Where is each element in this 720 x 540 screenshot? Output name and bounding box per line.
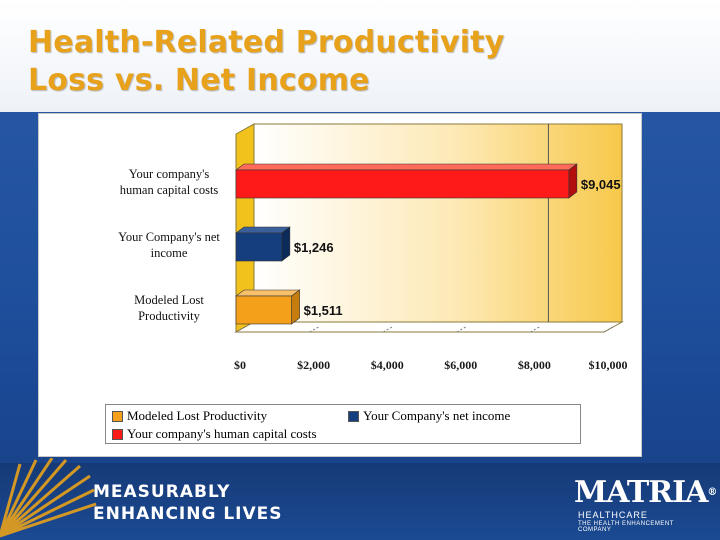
plot-floor xyxy=(234,321,624,333)
x-tick-label: $8,000 xyxy=(518,358,551,372)
x-tick-mark xyxy=(603,326,614,333)
data-label: $1,511 xyxy=(304,303,343,318)
footer-tagline: MEASURABLY ENHANCING LIVES xyxy=(93,481,283,525)
legend-swatch-lost-productivity xyxy=(112,410,123,422)
category-label: Your Company's net xyxy=(118,230,220,244)
slide-title-line-1: Health-Related Productivity xyxy=(28,25,505,60)
footer-bar xyxy=(0,463,720,540)
x-tick-label: $10,000 xyxy=(589,358,628,372)
bar xyxy=(235,232,283,262)
legend-item-human-capital: Your company's human capital costs xyxy=(112,426,317,442)
x-tick-mark xyxy=(382,326,393,333)
slide-title: Health-Related Productivity Loss vs. Net… xyxy=(28,24,504,100)
legend-label-lost-productivity: Modeled Lost Productivity xyxy=(127,408,268,423)
bar-side-face xyxy=(568,163,578,199)
plot-back-wall xyxy=(253,123,623,323)
x-tick-label: $4,000 xyxy=(371,358,404,372)
x-tick-mark xyxy=(530,326,540,333)
legend-swatch-net-income xyxy=(348,410,359,422)
logo-subtitle: HEALTHCARE xyxy=(578,510,648,520)
legend-item-net-income: Your Company's net income xyxy=(348,408,510,424)
data-label: $9,045 xyxy=(581,177,621,192)
bar-top-face xyxy=(235,226,291,234)
x-tick-label: $2,000 xyxy=(297,358,330,372)
header-background xyxy=(0,0,720,112)
bar xyxy=(235,295,292,325)
bar-side-face xyxy=(281,226,291,262)
category-label: Your company's xyxy=(129,167,210,181)
sunburst-logo-icon xyxy=(0,458,97,538)
logo-wordmark: MATRIA® xyxy=(574,475,717,510)
x-tick-mark xyxy=(235,326,246,333)
chart-panel: $0 $2,000 $4,000 $6,000 $8,000 $10,000 $9,045 Y… xyxy=(38,113,642,457)
legend-swatch-human-capital xyxy=(112,428,123,440)
data-label: $1,246 xyxy=(294,240,334,255)
bar-top-face xyxy=(235,163,578,171)
bar-chart: $0 $2,000 $4,000 $6,000 $8,000 $10,000 $9,045 Y… xyxy=(118,123,628,372)
category-label: Productivity xyxy=(138,309,201,323)
x-tick-mark xyxy=(309,326,319,333)
bar xyxy=(235,169,570,199)
matria-logo: MATRIA® HEALTHCARE THE HEALTH ENHANCEMEN… xyxy=(574,478,717,534)
x-tick-label: $6,000 xyxy=(444,358,477,372)
slide-title-line-2: Loss vs. Net Income xyxy=(28,63,370,98)
category-label: income xyxy=(151,246,188,260)
logo-tagline: THE HEALTH ENHANCEMENT COMPANY xyxy=(578,521,674,533)
legend-label-human-capital: Your company's human capital costs xyxy=(127,426,317,441)
bar-side-face xyxy=(291,289,300,325)
legend-label-net-income: Your Company's net income xyxy=(363,408,511,423)
x-tick-mark xyxy=(456,326,467,333)
tagline-line-2: ENHANCING LIVES xyxy=(93,504,283,524)
legend-item-lost-productivity: Modeled Lost Productivity xyxy=(112,408,267,424)
bar-top-face xyxy=(235,289,301,297)
tagline-line-1: MEASURABLY xyxy=(93,482,231,502)
category-label: Modeled Lost xyxy=(134,293,204,307)
x-tick-label: $0 xyxy=(234,358,246,372)
category-label: human capital costs xyxy=(120,183,219,197)
chart-legend: Modeled Lost Productivity Your Company's… xyxy=(105,404,581,444)
